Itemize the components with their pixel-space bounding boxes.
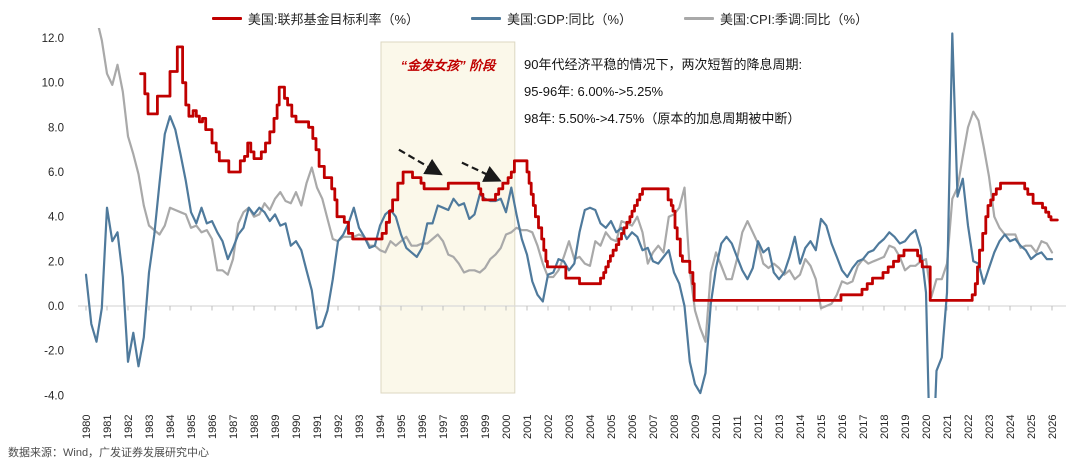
legend-item-fed-funds: 美国:联邦基金目标利率（%） [211, 9, 420, 28]
svg-text:1997: 1997 [438, 415, 450, 439]
svg-text:2018: 2018 [879, 415, 891, 439]
svg-text:4.0: 4.0 [48, 212, 64, 224]
svg-text:2023: 2023 [984, 415, 996, 439]
svg-text:2014: 2014 [795, 415, 807, 439]
svg-text:2019: 2019 [900, 415, 912, 439]
svg-text:2021: 2021 [942, 415, 954, 439]
svg-text:2009: 2009 [690, 415, 702, 439]
svg-text:12.0: 12.0 [42, 33, 64, 45]
svg-text:1998: 1998 [459, 415, 471, 439]
dashed-annotation-arrows [398, 148, 502, 182]
legend-item-cpi: 美国:CPI:季调:同比（%） [684, 9, 868, 28]
svg-text:2001: 2001 [522, 415, 534, 439]
note-line-1: 90年代经济平稳的情况下，两次短暂的降息周期: [524, 57, 803, 72]
svg-text:-2.0: -2.0 [44, 346, 64, 358]
svg-text:1984: 1984 [165, 415, 177, 439]
svg-text:2020: 2020 [921, 415, 933, 439]
svg-text:1994: 1994 [375, 415, 387, 439]
source-note: 数据来源：Wind，广发证券发展研究中心 [8, 447, 210, 459]
svg-text:0.0: 0.0 [48, 301, 64, 313]
svg-text:1981: 1981 [102, 415, 114, 439]
svg-text:1989: 1989 [270, 415, 282, 439]
svg-text:1980: 1980 [81, 415, 93, 439]
x-axis-tick-marks [85, 306, 1053, 311]
svg-text:-4.0: -4.0 [44, 390, 64, 402]
y-axis-labels: 12.0 10.0 8.0 6.0 4.0 2.0 0.0 -2.0 -4.0 [42, 33, 64, 402]
svg-text:10.0: 10.0 [42, 78, 64, 90]
series-path-gdp-yoy [84, 32, 1054, 398]
svg-text:1986: 1986 [207, 415, 219, 439]
svg-text:2008: 2008 [669, 415, 681, 439]
goldilocks-region-label: “金发女孩” 阶段 [400, 58, 496, 73]
svg-text:2011: 2011 [732, 415, 744, 439]
note-line-3: 98年: 5.50%->4.75%（原本的加息周期被中断） [524, 111, 801, 126]
svg-text:2004: 2004 [585, 415, 597, 439]
svg-text:2007: 2007 [648, 415, 660, 439]
svg-text:2003: 2003 [564, 415, 576, 439]
svg-text:2005: 2005 [606, 415, 618, 439]
svg-text:2010: 2010 [711, 415, 723, 439]
svg-text:2002: 2002 [543, 415, 555, 439]
svg-text:2016: 2016 [837, 415, 849, 439]
svg-text:2017: 2017 [858, 415, 870, 439]
svg-text:1988: 1988 [249, 415, 261, 439]
svg-text:1992: 1992 [333, 415, 345, 439]
legend-label-fed-funds: 美国:联邦基金目标利率（%） [247, 12, 420, 27]
svg-text:1983: 1983 [144, 415, 156, 439]
note-line-2: 95-96年: 6.00%->5.25% [524, 84, 664, 99]
svg-text:2000: 2000 [501, 415, 513, 439]
legend-label-gdp: 美国:GDP:同比（%） [507, 12, 633, 27]
cpi-line-swatch-icon [684, 17, 715, 20]
goldilocks-region [380, 41, 516, 394]
svg-text:1995: 1995 [396, 415, 408, 439]
gdp-line-swatch-icon [471, 17, 502, 20]
svg-text:1982: 1982 [123, 415, 135, 439]
annotation-note: 90年代经济平稳的情况下，两次短暂的降息周期: 95-96年: 6.00%->5… [524, 51, 802, 132]
svg-text:2.0: 2.0 [48, 256, 64, 268]
x-axis-labels: 1980 1981 1982 1983 1984 1985 1986 1987 1988 1989… [81, 415, 1059, 439]
series-path-cpi-yoy [97, 28, 1054, 343]
svg-text:2024: 2024 [1005, 415, 1017, 439]
svg-text:1991: 1991 [312, 415, 324, 439]
svg-text:1993: 1993 [354, 415, 366, 439]
svg-text:2013: 2013 [774, 415, 786, 439]
svg-text:1999: 1999 [480, 415, 492, 439]
svg-text:1996: 1996 [417, 415, 429, 439]
svg-text:6.0: 6.0 [48, 167, 64, 179]
svg-text:2015: 2015 [816, 415, 828, 439]
svg-text:2022: 2022 [963, 415, 975, 439]
series-path-fed-funds-rate [139, 45, 1059, 302]
svg-text:2026: 2026 [1047, 415, 1059, 439]
fed-funds-line-swatch-icon [211, 17, 242, 20]
svg-text:1987: 1987 [228, 415, 240, 439]
svg-text:1990: 1990 [291, 415, 303, 439]
svg-text:2006: 2006 [627, 415, 639, 439]
svg-text:2025: 2025 [1026, 415, 1038, 439]
legend: 美国:联邦基金目标利率（%） 美国:GDP:同比（%） 美国:CPI:季调:同比… [0, 9, 1080, 28]
svg-text:8.0: 8.0 [48, 122, 64, 134]
svg-text:2012: 2012 [753, 415, 765, 439]
legend-item-gdp: 美国:GDP:同比（%） [471, 9, 632, 28]
legend-label-cpi: 美国:CPI:季调:同比（%） [720, 12, 869, 27]
svg-text:1985: 1985 [186, 415, 198, 439]
